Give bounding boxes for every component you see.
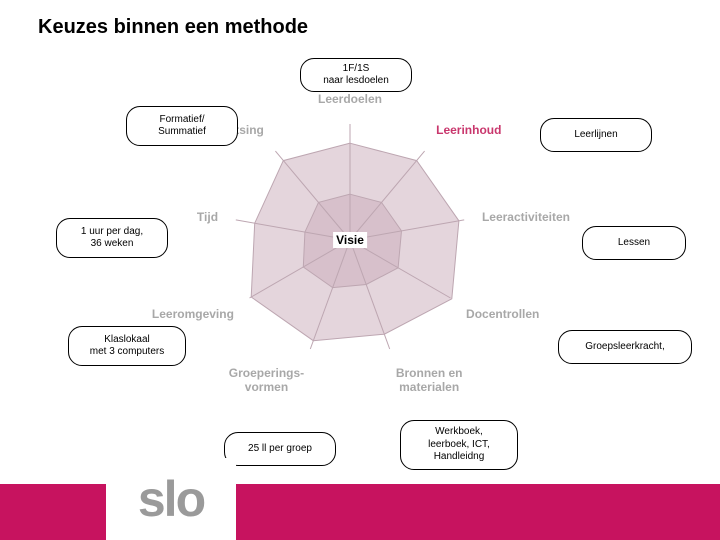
spoke-label: Bronnen enmaterialen — [396, 366, 463, 394]
callout-box: Leerlijnen — [540, 118, 652, 152]
spoke-label: Docentrollen — [466, 307, 539, 321]
callout-box: Lessen — [582, 226, 686, 260]
callout-box: Klaslokaalmet 3 computers — [68, 326, 186, 366]
logo-block: slo — [106, 458, 236, 540]
callout-box: 1 uur per dag,36 weken — [56, 218, 168, 258]
callout-box: Werkboek,leerboek, ICT,Handleidng — [400, 420, 518, 470]
callout-box: 25 ll per groep — [224, 432, 336, 466]
center-label: Visie — [333, 232, 367, 248]
callout-box: Groepsleerkracht, — [558, 330, 692, 364]
spoke-label: Groeperings-vormen — [229, 366, 304, 394]
page-title: Keuzes binnen een methode — [38, 16, 308, 39]
spoke-label: Tijd — [197, 210, 218, 224]
spoke-label: Leeractiviteiten — [482, 210, 570, 224]
spoke-label: Leerdoelen — [318, 92, 382, 106]
spoke-label: Leeromgeving — [152, 307, 234, 321]
logo-text: slo — [138, 470, 204, 528]
callout-box: Formatief/Summatief — [126, 106, 238, 146]
callout-box: 1F/1Snaar lesdoelen — [300, 58, 412, 92]
spoke-label: Leerinhoud — [436, 123, 501, 137]
